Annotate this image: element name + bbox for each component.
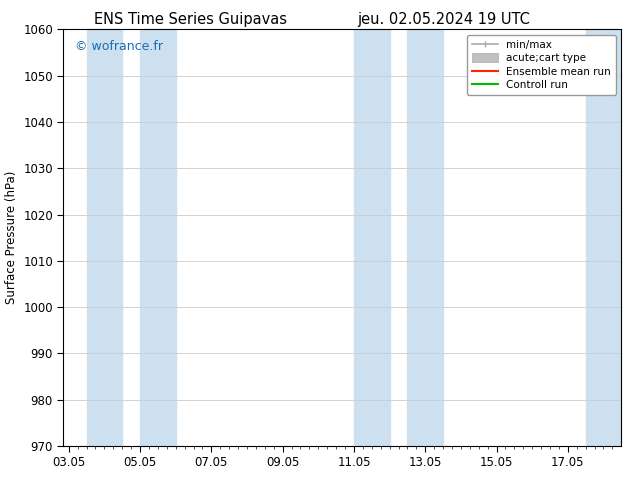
Bar xyxy=(140,29,176,446)
Bar xyxy=(586,29,621,446)
Bar xyxy=(87,29,122,446)
Text: ENS Time Series Guipavas: ENS Time Series Guipavas xyxy=(94,12,287,27)
Legend: min/max, acute;cart type, Ensemble mean run, Controll run: min/max, acute;cart type, Ensemble mean … xyxy=(467,35,616,96)
Y-axis label: Surface Pressure (hPa): Surface Pressure (hPa) xyxy=(4,171,18,304)
Bar xyxy=(408,29,443,446)
Bar xyxy=(354,29,390,446)
Text: jeu. 02.05.2024 19 UTC: jeu. 02.05.2024 19 UTC xyxy=(358,12,530,27)
Text: © wofrance.fr: © wofrance.fr xyxy=(75,40,162,53)
